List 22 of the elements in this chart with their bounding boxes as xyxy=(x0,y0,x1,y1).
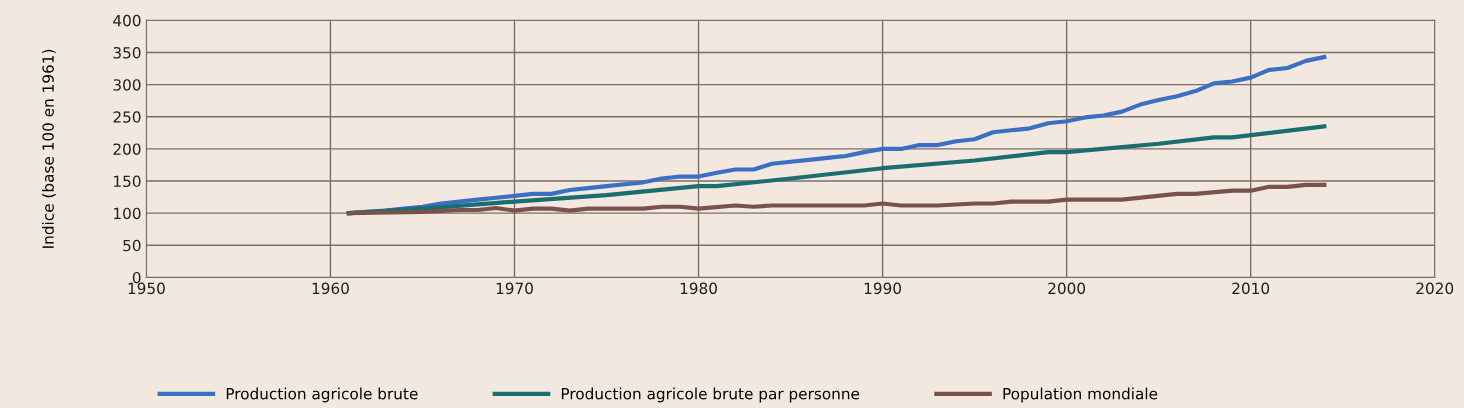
legend-label: Production agricole brute xyxy=(226,387,418,403)
y-tick-label: 300 xyxy=(113,79,141,91)
x-tick-label: 1990 xyxy=(864,282,902,295)
y-tick-label: 250 xyxy=(113,111,141,123)
y-tick-label: 350 xyxy=(113,47,141,59)
x-tick-label: 1960 xyxy=(312,282,349,295)
y-axis-title: Indice (base 100 en 1961) xyxy=(42,49,56,248)
x-tick-label: 2020 xyxy=(1416,282,1454,295)
x-tick-label: 1980 xyxy=(680,282,717,295)
x-tick-label: 1950 xyxy=(128,282,165,295)
legend-label: Population mondiale xyxy=(1003,387,1158,403)
legend-label: Production agricole brute par personne xyxy=(561,387,860,403)
y-tick-label: 200 xyxy=(113,143,141,155)
y-tick-label: 100 xyxy=(114,207,141,220)
x-tick-label: 2010 xyxy=(1232,282,1270,295)
line-series xyxy=(346,182,1327,216)
y-tick-label: 150 xyxy=(114,175,141,188)
y-tick-label: 0 xyxy=(132,271,141,284)
y-tick-label: 400 xyxy=(113,14,141,27)
x-tick-label: 2000 xyxy=(1048,282,1086,295)
x-tick-label: 1970 xyxy=(496,282,533,295)
y-tick-label: 50 xyxy=(123,239,141,252)
